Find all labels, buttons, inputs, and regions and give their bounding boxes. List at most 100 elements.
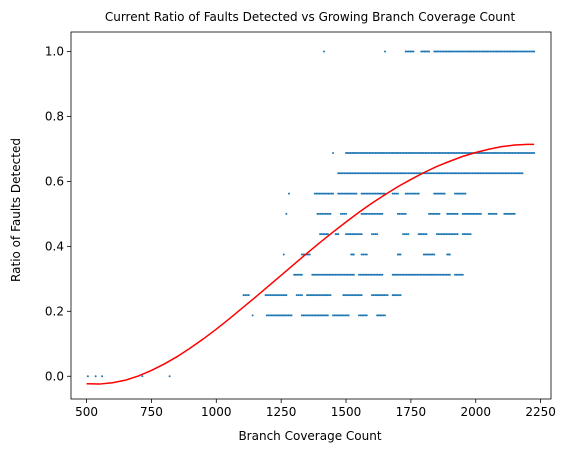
- data-point: [410, 273, 413, 276]
- y-axis-label: Ratio of Faults Detected: [9, 138, 23, 282]
- data-point: [383, 294, 386, 297]
- data-point: [437, 192, 440, 195]
- data-point: [444, 172, 447, 175]
- data-point: [267, 294, 270, 297]
- data-point: [424, 273, 427, 276]
- data-point: [355, 192, 358, 195]
- data-point: [317, 314, 320, 317]
- data-point: [479, 172, 482, 175]
- data-point: [424, 253, 427, 256]
- data-point: [458, 50, 461, 53]
- data-point: [444, 151, 447, 154]
- data-point: [395, 192, 398, 195]
- data-point: [438, 273, 441, 276]
- data-point: [416, 151, 419, 154]
- data-point: [347, 314, 350, 317]
- data-point: [315, 192, 318, 195]
- data-point: [483, 151, 486, 154]
- data-point: [394, 273, 397, 276]
- data-point: [407, 151, 410, 154]
- data-point: [355, 151, 358, 154]
- data-point: [317, 273, 320, 276]
- data-point: [391, 273, 394, 276]
- data-point: [293, 273, 296, 276]
- data-point: [297, 294, 300, 297]
- data-point: [448, 50, 451, 53]
- data-point: [338, 192, 341, 195]
- data-point: [461, 212, 464, 215]
- data-point: [334, 273, 337, 276]
- data-point: [455, 172, 458, 175]
- data-point: [451, 50, 454, 53]
- data-point: [460, 151, 463, 154]
- data-point: [314, 273, 317, 276]
- x-tick-label: 2250: [525, 405, 556, 419]
- data-point: [449, 172, 452, 175]
- data-point: [362, 151, 365, 154]
- data-point: [363, 192, 366, 195]
- data-point: [287, 192, 290, 195]
- data-point: [447, 273, 450, 276]
- data-point: [401, 172, 404, 175]
- data-point: [242, 294, 245, 297]
- data-point: [317, 294, 320, 297]
- data-point: [498, 151, 501, 154]
- data-point: [456, 233, 459, 236]
- data-point: [428, 273, 431, 276]
- data-point: [351, 273, 354, 276]
- data-point: [299, 273, 302, 276]
- data-point: [399, 294, 402, 297]
- data-point: [505, 151, 508, 154]
- data-point: [402, 172, 405, 175]
- data-point: [403, 212, 406, 215]
- data-point: [461, 50, 464, 53]
- data-point: [436, 151, 439, 154]
- data-point: [447, 212, 450, 215]
- data-point: [379, 192, 382, 195]
- data-point: [411, 273, 414, 276]
- data-point: [528, 50, 531, 53]
- data-point: [379, 172, 382, 175]
- data-point: [408, 151, 411, 154]
- data-point: [438, 151, 441, 154]
- data-point: [321, 192, 324, 195]
- data-point: [407, 273, 410, 276]
- data-point: [345, 172, 348, 175]
- data-point: [341, 172, 344, 175]
- data-point: [348, 233, 351, 236]
- data-point: [533, 151, 536, 154]
- data-point: [440, 192, 443, 195]
- data-point: [373, 151, 376, 154]
- data-point: [494, 172, 497, 175]
- data-point: [492, 151, 495, 154]
- data-point: [371, 172, 374, 175]
- data-point: [359, 172, 362, 175]
- data-point: [452, 172, 455, 175]
- data-point: [358, 273, 360, 276]
- data-point: [533, 50, 536, 53]
- data-point: [450, 151, 453, 154]
- data-point: [346, 172, 349, 175]
- data-point: [473, 50, 476, 53]
- data-point: [302, 314, 305, 317]
- data-point: [338, 314, 341, 317]
- data-point: [396, 172, 399, 175]
- data-point: [428, 151, 431, 154]
- data-point: [402, 273, 405, 276]
- data-point: [370, 273, 373, 276]
- data-point: [318, 192, 321, 195]
- data-point: [400, 212, 403, 215]
- data-point: [318, 294, 321, 297]
- data-point: [309, 294, 312, 297]
- data-point: [438, 212, 441, 215]
- data-point: [374, 172, 377, 175]
- data-point: [481, 50, 484, 53]
- data-point: [427, 273, 430, 276]
- data-point: [520, 151, 523, 154]
- data-point: [349, 151, 352, 154]
- data-point: [270, 314, 273, 317]
- data-point: [414, 151, 417, 154]
- data-point: [372, 273, 375, 276]
- data-point: [427, 172, 430, 175]
